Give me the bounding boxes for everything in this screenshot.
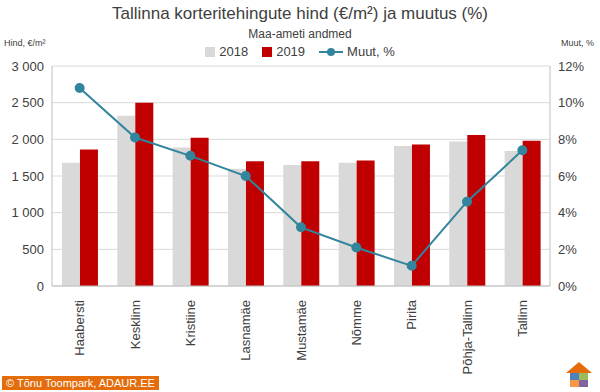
svg-text:2%: 2% xyxy=(558,242,577,257)
html-text:Muut, %: Muut, % xyxy=(561,38,594,48)
svg-text:3 000: 3 000 xyxy=(11,59,44,74)
svg-text:Mustamäe: Mustamäe xyxy=(294,300,309,361)
html-text:Maa-ameti andmed: Maa-ameti andmed xyxy=(248,27,352,41)
html-text:2019: 2019 xyxy=(276,44,306,59)
html-text:Muut, %: Muut, % xyxy=(347,44,395,59)
html-text:Hind, €/m²: Hind, €/m² xyxy=(4,38,46,48)
html-text:© Tõnu Toompark, ADAUR.EE: © Tõnu Toompark, ADAUR.EE xyxy=(6,377,155,389)
svg-text:6%: 6% xyxy=(558,169,577,184)
svg-text:1 000: 1 000 xyxy=(11,205,44,220)
svg-text:Kesklinn: Kesklinn xyxy=(128,300,143,349)
svg-text:8%: 8% xyxy=(558,132,577,147)
svg-text:Pirita: Pirita xyxy=(404,299,419,329)
svg-text:Nõmme: Nõmme xyxy=(349,300,364,346)
svg-text:0%: 0% xyxy=(558,279,577,294)
svg-text:Kristiine: Kristiine xyxy=(183,300,198,346)
svg-text:Põhja-Tallinn: Põhja-Tallinn xyxy=(460,300,475,374)
svg-text:2 500: 2 500 xyxy=(11,95,44,110)
svg-text:Tallinn: Tallinn xyxy=(515,300,530,337)
svg-text:12%: 12% xyxy=(558,59,584,74)
svg-text:2 000: 2 000 xyxy=(11,132,44,147)
svg-text:0: 0 xyxy=(37,279,44,294)
svg-text:Lasnamäe: Lasnamäe xyxy=(238,300,253,361)
svg-text:10%: 10% xyxy=(558,95,584,110)
svg-text:1 500: 1 500 xyxy=(11,169,44,184)
html-text:2018: 2018 xyxy=(219,44,249,59)
html-text:Tallinna korteritehingute hind: Tallinna korteritehingute hind (€/m²) ja… xyxy=(112,4,488,23)
svg-text:4%: 4% xyxy=(558,205,577,220)
svg-text:500: 500 xyxy=(22,242,44,257)
svg-text:Haabersti: Haabersti xyxy=(72,300,87,356)
